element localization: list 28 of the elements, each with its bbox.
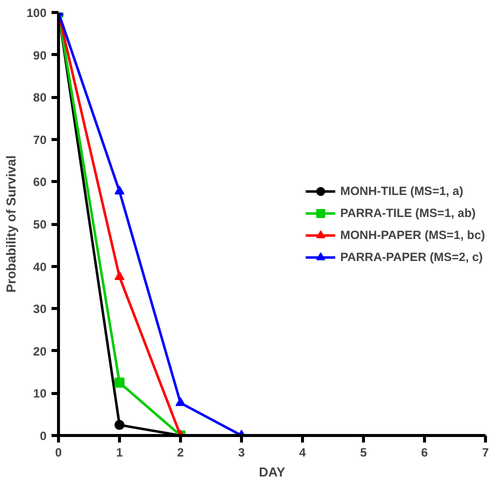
y-tick-label: 60 bbox=[33, 175, 47, 190]
y-axis-title: Probability of Survival bbox=[3, 155, 18, 293]
x-tick-label: 7 bbox=[482, 446, 490, 460]
x-tick-label: 6 bbox=[421, 446, 428, 460]
x-tick-label: 1 bbox=[116, 446, 124, 460]
y-tick-label: 80 bbox=[33, 90, 47, 105]
y-tick-label: 40 bbox=[33, 260, 47, 274]
legend-label: PARRA-PAPER (MS=2, c) bbox=[340, 250, 483, 264]
x-tick-label: 4 bbox=[299, 446, 306, 460]
y-tick-label: 0 bbox=[40, 429, 47, 443]
x-tick-label: 0 bbox=[55, 446, 62, 460]
y-tick-label: 50 bbox=[33, 218, 47, 232]
x-tick-label: 3 bbox=[238, 446, 246, 460]
y-tick-label: 100 bbox=[26, 6, 47, 20]
y-tick-label: 30 bbox=[33, 302, 47, 316]
x-tick-label: 5 bbox=[360, 446, 368, 460]
legend-label: MONH-TILE (MS=1, a) bbox=[340, 184, 464, 198]
point bbox=[176, 397, 186, 406]
point bbox=[114, 271, 124, 280]
point bbox=[114, 186, 124, 195]
y-tick-label: 90 bbox=[33, 48, 47, 62]
y-tick-label: 70 bbox=[33, 132, 47, 147]
x-tick-label: 2 bbox=[177, 446, 184, 460]
y-tick-label: 10 bbox=[33, 386, 47, 401]
x-axis-title: DAY bbox=[258, 464, 286, 480]
legend-label: PARRA-TILE (MS=1, ab) bbox=[340, 206, 476, 220]
y-tick-label: 20 bbox=[33, 344, 47, 358]
legend-label: MONH-PAPER (MS=1, bc) bbox=[340, 228, 485, 242]
